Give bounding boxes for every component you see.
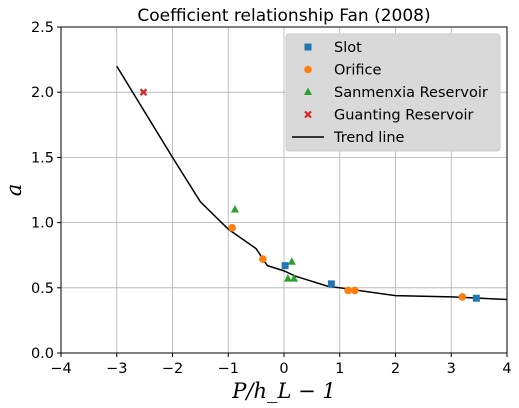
y-axis-label: a: [2, 184, 26, 197]
x-tick-label: 0: [279, 361, 288, 377]
point-orifice: [228, 224, 236, 232]
legend-swatch-slot: [304, 43, 312, 51]
point-sanmenxia-reservoir: [287, 257, 296, 265]
y-axis-label-text: a: [2, 184, 26, 197]
y-tick-label: 1.0: [31, 216, 54, 232]
x-axis-label: P/h_L − 1: [231, 379, 335, 403]
y-ticks: 0.0 0.5 1.0 1.5 2.0 2.5: [31, 20, 61, 362]
point-orifice: [458, 293, 467, 301]
y-tick-label: 0.0: [31, 346, 54, 362]
point-orifice: [344, 286, 352, 295]
x-tick-label: −3: [106, 361, 127, 377]
plot-area: −4 −3 −2 −1 0 1 2 3 4 0.0 0.5 1.0 1.5 2.0 2.5: [31, 20, 512, 377]
x-tick-label: 1: [335, 361, 344, 377]
point-slot: [327, 280, 335, 288]
legend-box: [285, 33, 501, 152]
point-sanmenxia-reservoir: [283, 274, 292, 282]
point-sanmenxia-reservoir: [230, 205, 239, 213]
x-tick-label: −4: [50, 361, 71, 377]
point-orifice: [259, 255, 267, 263]
x-tick-label: 2: [391, 361, 400, 377]
y-tick-label: 1.5: [31, 150, 54, 166]
point-slot: [472, 294, 480, 302]
point-orifice: [351, 286, 359, 295]
series-trend-line: [116, 65, 508, 301]
trend-line-layer: [116, 65, 508, 301]
y-tick-label: 0.5: [31, 281, 54, 297]
legend-swatch-sanmenxia-reservoir: [304, 87, 312, 95]
x-axis-label-text: P/h_L − 1: [231, 379, 335, 403]
legend-label-slot: Slot: [334, 40, 362, 56]
point-sanmenxia-reservoir: [290, 274, 299, 282]
legend-swatch-orifice: [304, 65, 312, 74]
y-tick-label: 2.5: [31, 20, 54, 36]
x-tick-label: 4: [502, 361, 511, 377]
legend: Slot Orifice Sanmenxia Reservoir Guanting R…: [285, 33, 501, 152]
legend-label-guanting-reservoir: Guanting Reservoir: [334, 108, 473, 124]
y-tick-label: 2.0: [31, 85, 54, 101]
x-ticks: −4 −3 −2 −1 0 1 2 3 4: [50, 353, 512, 377]
x-tick-label: −1: [218, 361, 239, 377]
legend-label-trend-line: Trend line: [333, 130, 405, 146]
x-tick-label: 3: [447, 361, 456, 377]
legend-label-sanmenxia-reservoir: Sanmenxia Reservoir: [334, 85, 488, 101]
chart-title: Coefficient relationship Fan (2008): [137, 6, 430, 26]
legend-swatch-guanting-reservoir: [304, 110, 312, 119]
legend-label-orifice: Orifice: [334, 63, 382, 79]
x-tick-label: −2: [162, 361, 183, 377]
markers-layer: [139, 88, 480, 302]
point-guanting-reservoir: [139, 88, 148, 96]
point-slot: [281, 262, 289, 270]
